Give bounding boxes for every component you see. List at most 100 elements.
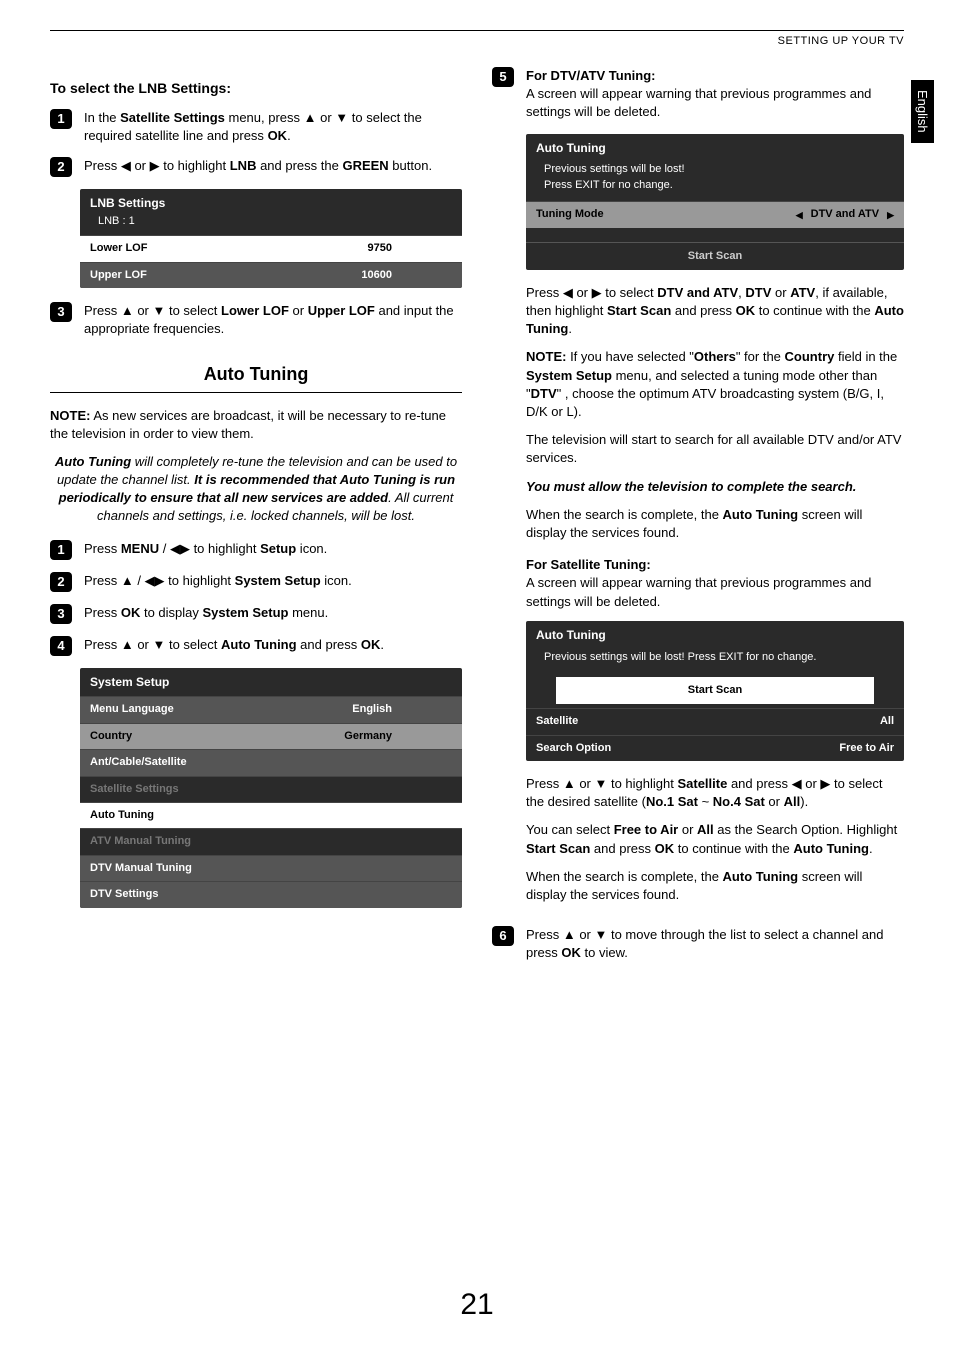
t: to view. — [581, 945, 628, 960]
t: " , choose the optimum ATV broadcasting … — [526, 386, 884, 419]
t: DTV — [745, 285, 771, 300]
t: Lower LOF — [221, 303, 289, 318]
osd-value: Free to Air — [839, 741, 894, 756]
p: You must allow the television to complet… — [526, 478, 904, 496]
osd-row: CountryGermany — [80, 723, 462, 749]
osd-row: DTV Manual Tuning — [80, 855, 462, 881]
t: Press — [84, 541, 121, 556]
step-badge: 6 — [492, 926, 514, 946]
osd-value: DTV and ATV — [811, 207, 879, 222]
t: and press — [297, 637, 361, 652]
at-step-1: 1 Press MENU / ◀▶ to highlight Setup ico… — [50, 540, 462, 560]
t: Others — [694, 349, 736, 364]
osd-label: Search Option — [536, 741, 611, 756]
p: When the search is complete, the Auto Tu… — [526, 506, 904, 542]
osd-label: Country — [90, 729, 132, 744]
osd-value: 10600 — [361, 268, 392, 283]
t: Press ▲ or ▼ to highlight — [526, 776, 677, 791]
osd-label: Satellite Settings — [90, 782, 179, 797]
t: Start Scan — [526, 841, 590, 856]
title-rule — [50, 392, 462, 393]
content-columns: To select the LNB Settings: 1 In the Sat… — [50, 67, 904, 975]
p: NOTE: If you have selected "Others" for … — [526, 348, 904, 421]
t: as the Search Option. Highlight — [714, 822, 898, 837]
t: ATV — [790, 285, 815, 300]
t: Press ▲ or ▼ to select — [84, 637, 221, 652]
t: Press ▲ / ◀▶ to highlight — [84, 573, 235, 588]
osd-row: Search Option Free to Air — [526, 735, 904, 761]
p: Press ▲ or ▼ to highlight Satellite and … — [526, 775, 904, 811]
t: field in the — [834, 349, 897, 364]
right-column: 5 For DTV/ATV Tuning: A screen will appe… — [492, 67, 904, 975]
osd-title: LNB Settings — [80, 189, 462, 214]
step-badge: 5 — [492, 67, 514, 87]
t: GREEN — [342, 158, 388, 173]
osd-row: DTV Settings — [80, 881, 462, 907]
step-badge: 2 — [50, 572, 72, 592]
t: NOTE: — [50, 408, 90, 423]
osd-row: Auto Tuning — [80, 802, 462, 828]
osd-row: Upper LOF 10600 — [80, 262, 462, 288]
p: When the search is complete, the Auto Tu… — [526, 868, 904, 904]
osd-label: Upper LOF — [90, 268, 147, 283]
t: Auto Tuning — [55, 454, 131, 469]
osd-label: Satellite — [536, 714, 578, 729]
t: ~ — [698, 794, 713, 809]
t: . — [869, 841, 873, 856]
t: " for the — [736, 349, 785, 364]
t: All — [784, 794, 801, 809]
t: icon. — [321, 573, 352, 588]
t: Press ◀ or ▶ to select — [526, 285, 657, 300]
osd-label: Menu Language — [90, 702, 174, 717]
right-arrow-icon: ▶ — [887, 209, 894, 222]
step-badge: 2 — [50, 157, 72, 177]
t: MENU — [121, 541, 159, 556]
t: When the search is complete, the — [526, 507, 723, 522]
t: LNB — [230, 158, 257, 173]
t: OK — [736, 303, 756, 318]
language-tab: English — [911, 80, 934, 143]
osd-label: Lower LOF — [90, 241, 147, 256]
step-text: In the Satellite Settings menu, press ▲ … — [84, 109, 462, 145]
t: Satellite Settings — [120, 110, 225, 125]
osd-value: English — [352, 702, 392, 717]
step-text: Press ▲ or ▼ to move through the list to… — [526, 926, 904, 962]
header-rule — [50, 30, 904, 31]
t: Press ▲ or ▼ to select — [84, 303, 221, 318]
step-badge: 1 — [50, 540, 72, 560]
start-scan-button: Start Scan — [556, 677, 874, 704]
dtv-heading: For DTV/ATV Tuning: — [526, 67, 904, 85]
t: and press the — [256, 158, 342, 173]
lnb-osd: LNB Settings LNB : 1 Lower LOF9750Upper … — [80, 189, 462, 288]
t: button. — [389, 158, 432, 173]
left-column: To select the LNB Settings: 1 In the Sat… — [50, 67, 462, 975]
t: In the — [84, 110, 120, 125]
t: No.1 Sat — [646, 794, 698, 809]
dtv-intro: A screen will appear warning that previo… — [526, 85, 904, 121]
step-badge: 1 — [50, 109, 72, 129]
header-section: SETTING UP YOUR TV — [50, 35, 904, 47]
t: Press ◀ or ▶ to highlight — [84, 158, 230, 173]
lnb-step-2: 2 Press ◀ or ▶ to highlight LNB and pres… — [50, 157, 462, 177]
t: Auto Tuning — [221, 637, 297, 652]
lnb-step-3: 3 Press ▲ or ▼ to select Lower LOF or Up… — [50, 302, 462, 338]
osd-value: All — [880, 714, 894, 729]
osd-label: Tuning Mode — [536, 207, 604, 222]
t: or — [771, 285, 790, 300]
osd-row: Lower LOF9750 — [80, 235, 462, 261]
t: . — [380, 637, 384, 652]
t: You can select — [526, 822, 614, 837]
system-setup-osd: System Setup Menu LanguageEnglishCountry… — [80, 668, 462, 908]
t: OK — [655, 841, 675, 856]
p: The television will start to search for … — [526, 431, 904, 467]
start-scan-button: Start Scan — [526, 242, 904, 270]
osd-title: Auto Tuning — [526, 134, 904, 159]
step-6: 6 Press ▲ or ▼ to move through the list … — [492, 926, 904, 962]
dtv-osd: Auto Tuning Previous settings will be lo… — [526, 134, 904, 270]
step-badge: 3 — [50, 604, 72, 624]
step-text: Press ▲ / ◀▶ to highlight System Setup i… — [84, 572, 462, 592]
note-paragraph: NOTE: As new services are broadcast, it … — [50, 407, 462, 443]
t: Free to Air — [614, 822, 679, 837]
osd-row: ATV Manual Tuning — [80, 828, 462, 854]
osd-row: Tuning Mode ◀ DTV and ATV ▶ — [526, 201, 904, 227]
